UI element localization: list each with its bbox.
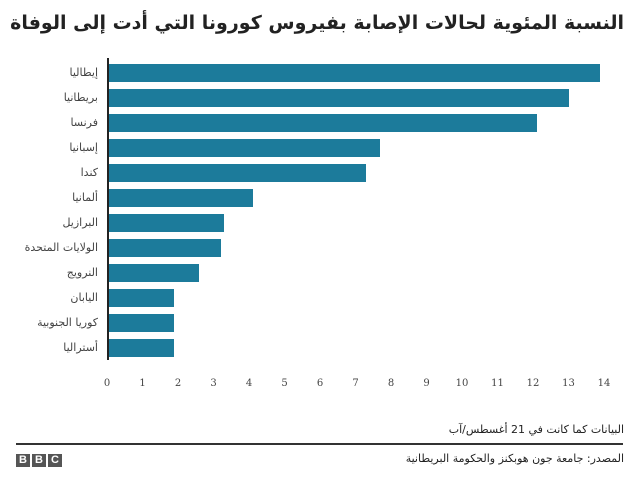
x-axis-tick-label: 0	[103, 378, 111, 389]
bar	[109, 239, 221, 257]
bar-row: فرنسا	[0, 114, 640, 132]
bar-category-label: بريطانيا	[63, 91, 98, 104]
bar-row: كوريا الجنوبية	[0, 314, 640, 332]
bar	[109, 114, 537, 132]
bar-category-label: أستراليا	[63, 341, 98, 354]
bbc-logo-letter: B	[16, 454, 30, 467]
bar	[109, 89, 569, 107]
bar-chart: إيطاليا بريطانيا فرنسا إسبانيا كندا ألمانيا ال…	[0, 58, 640, 389]
x-axis-tick-label: 14	[597, 378, 611, 389]
bar	[109, 139, 380, 157]
bbc-logo: B B C	[16, 454, 62, 467]
x-axis-tick-label: 7	[352, 378, 359, 389]
bar	[109, 189, 253, 207]
bar	[109, 164, 366, 182]
x-axis-tick-label: 8	[387, 378, 395, 389]
source-text: المصدر: جامعة جون هوبكنز والحكومة البريط…	[405, 452, 624, 465]
bbc-logo-letter: C	[48, 454, 62, 467]
bar-row: بريطانيا	[0, 89, 640, 107]
chart-title: النسبة المئوية لحالات الإصابة بفيروس كور…	[10, 12, 624, 34]
bar-row: إسبانيا	[0, 139, 640, 157]
x-axis-tick-label: 13	[562, 378, 575, 389]
y-axis-line	[107, 58, 109, 360]
footer-divider	[16, 443, 623, 445]
bar-row: كندا	[0, 164, 640, 182]
x-axis-tick-label: 11	[491, 378, 504, 389]
bar	[109, 64, 600, 82]
x-axis-tick-label: 2	[174, 378, 182, 389]
x-axis-tick-label: 9	[423, 378, 430, 389]
bar	[109, 214, 224, 232]
x-axis-tick-label: 6	[316, 378, 324, 389]
bar-row: الولايات المتحدة	[0, 239, 640, 257]
bar-row: البرازيل	[0, 214, 640, 232]
bar-row: اليابان	[0, 289, 640, 307]
bar	[109, 264, 199, 282]
bar-category-label: ألمانيا	[72, 191, 98, 204]
bar-category-label: إسبانيا	[69, 141, 98, 154]
bar-category-label: الولايات المتحدة	[24, 241, 98, 254]
x-axis-tick-label: 1	[139, 378, 146, 389]
bar-category-label: البرازيل	[62, 216, 98, 229]
bar	[109, 339, 174, 357]
x-axis-tick-label: 3	[210, 378, 217, 389]
bar-row: النرويج	[0, 264, 640, 282]
bar-category-label: اليابان	[70, 291, 98, 304]
bar-row: أستراليا	[0, 339, 640, 357]
bar	[109, 314, 174, 332]
bar-category-label: كندا	[80, 166, 98, 179]
x-axis-tick-label: 12	[526, 378, 540, 389]
x-axis-tick-label: 10	[455, 378, 469, 389]
bbc-logo-letter: B	[32, 454, 46, 467]
bar-category-label: النرويج	[66, 266, 98, 279]
x-axis-tick-label: 5	[281, 378, 288, 389]
data-date-note: البيانات كما كانت في 21 أغسطس/آب	[448, 423, 624, 436]
x-axis-tick-label: 4	[245, 378, 253, 389]
bar-row: ألمانيا	[0, 189, 640, 207]
bar-category-label: إيطاليا	[69, 66, 98, 79]
bar-category-label: كوريا الجنوبية	[37, 316, 98, 329]
bar-row: إيطاليا	[0, 64, 640, 82]
bar	[109, 289, 174, 307]
bar-category-label: فرنسا	[70, 116, 98, 129]
